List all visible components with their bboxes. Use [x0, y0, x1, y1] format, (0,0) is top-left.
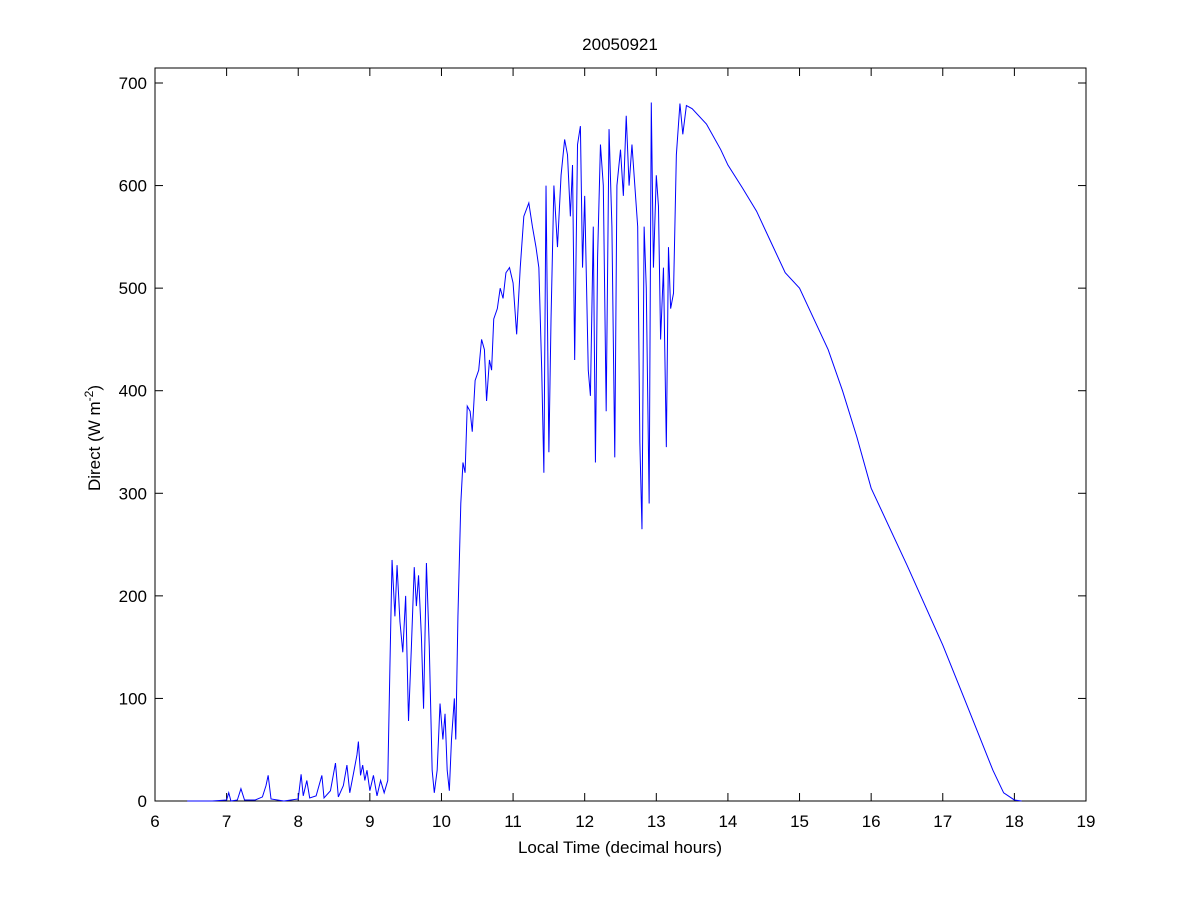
y-tick-label: 100 [119, 689, 147, 708]
x-tick-label: 9 [365, 812, 374, 831]
y-tick-label: 0 [138, 792, 147, 811]
y-tick-label: 500 [119, 279, 147, 298]
y-tick-label: 200 [119, 587, 147, 606]
y-label-suffix: ) [85, 385, 104, 391]
x-axis-label: Local Time (decimal hours) [518, 838, 722, 857]
x-tick-label: 14 [718, 812, 737, 831]
x-tick-label: 8 [293, 812, 302, 831]
chart-title: 20050921 [582, 35, 658, 54]
plot-frame [154, 67, 1087, 802]
x-tick-label: 17 [933, 812, 952, 831]
y-tick-label: 700 [119, 74, 147, 93]
x-tick-label: 18 [1005, 812, 1024, 831]
y-tick-label: 600 [119, 177, 147, 196]
x-tick-label: 16 [862, 812, 881, 831]
y-axis-label: Direct (W m-2) [82, 385, 104, 491]
y-tick-label: 400 [119, 382, 147, 401]
x-tick-label: 13 [647, 812, 666, 831]
x-tick-label: 15 [790, 812, 809, 831]
data-line [187, 102, 1022, 802]
x-tick-label: 10 [432, 812, 451, 831]
x-tick-label: 7 [222, 812, 231, 831]
x-tick-label: 6 [150, 812, 159, 831]
x-tick-label: 12 [575, 812, 594, 831]
y-label-sup: -2 [82, 390, 96, 401]
y-tick-label: 300 [119, 484, 147, 503]
x-tick-label: 11 [504, 812, 522, 831]
x-tick-label: 19 [1077, 812, 1096, 831]
y-label-text: Direct (W m [85, 401, 104, 491]
